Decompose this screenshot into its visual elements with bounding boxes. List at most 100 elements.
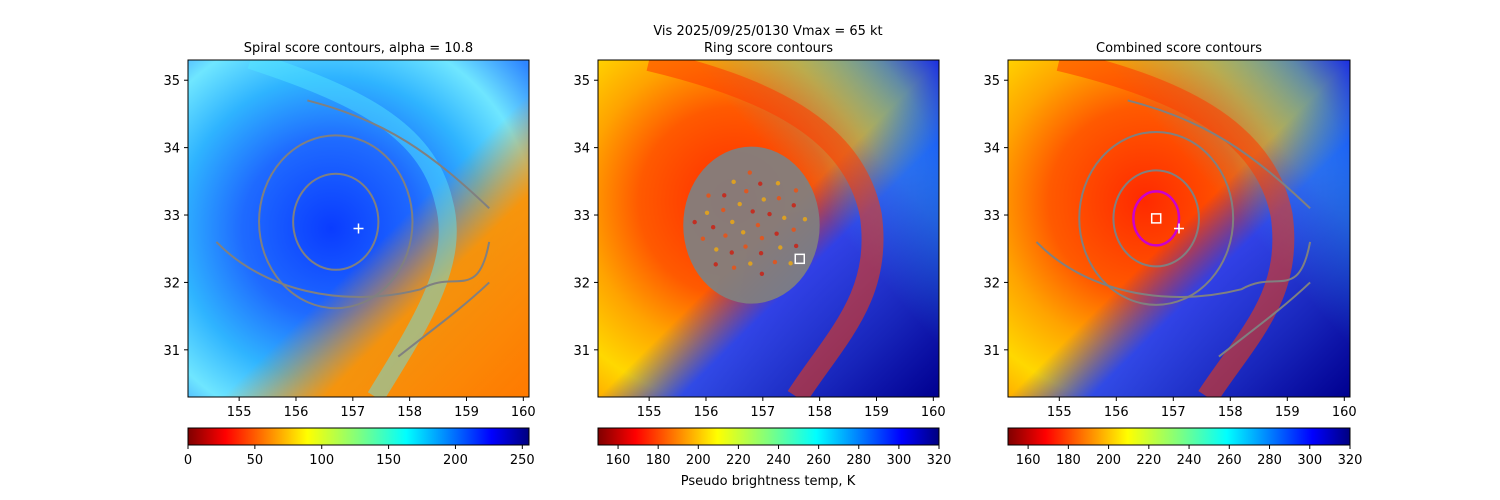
ring-speckle xyxy=(774,231,779,236)
ring-speckle xyxy=(759,235,765,241)
ring-circle xyxy=(1132,190,1181,247)
cloud-band xyxy=(646,60,884,397)
ring-score-region xyxy=(683,146,820,304)
x-tick-label: 157 xyxy=(750,405,775,420)
ring-speckle xyxy=(775,181,781,186)
score-contour-arm xyxy=(397,281,490,358)
y-tick-label: 33 xyxy=(573,209,590,224)
y-tick-label: 31 xyxy=(983,344,1000,359)
colorbar-tick-label: 250 xyxy=(510,453,535,468)
panel-1: Spiral score contours, alpha = 10.8 155 15… xyxy=(163,41,535,468)
panel-title: Spiral score contours, alpha = 10.8 xyxy=(244,41,473,56)
satellite-image xyxy=(598,60,939,397)
ring-speckle xyxy=(761,197,766,202)
colorbar: 160 180 200 220 240 260 280 300 320 xyxy=(1007,427,1363,468)
colorbar-tick-label: 280 xyxy=(1257,453,1282,468)
score-contour-arm xyxy=(215,241,491,298)
x-tick-label: 155 xyxy=(1047,405,1072,420)
ring-speckle xyxy=(743,244,748,249)
colorbar-tick-label: 180 xyxy=(1056,453,1081,468)
cloud-band xyxy=(1056,60,1295,397)
ring-speckle xyxy=(758,181,763,186)
x-tick-label: 160 xyxy=(511,405,536,420)
colorbar-tick-label: 200 xyxy=(686,453,711,468)
y-tick-label: 32 xyxy=(983,276,1000,291)
score-contour-arm xyxy=(1035,241,1312,298)
score-contour xyxy=(1078,130,1235,306)
ring-speckle xyxy=(778,245,783,250)
ring-speckle xyxy=(730,219,735,225)
panel-title: Combined score contours xyxy=(1096,41,1262,56)
ring-speckle xyxy=(700,236,706,241)
colorbar-tick-label: 320 xyxy=(1338,453,1363,468)
satellite-image xyxy=(1008,60,1350,397)
y-tick-label: 34 xyxy=(573,142,590,157)
ring-speckle xyxy=(782,215,787,221)
score-contour-arm xyxy=(1218,281,1311,358)
x-tick-label: 158 xyxy=(1218,405,1243,420)
x-tick-label: 158 xyxy=(397,405,422,420)
ring-speckle xyxy=(767,211,772,217)
ring-speckle xyxy=(747,170,753,175)
x-tick-label: 155 xyxy=(227,405,252,420)
x-tick-label: 155 xyxy=(637,405,662,420)
colorbar-tick-label: 200 xyxy=(1096,453,1121,468)
ring-speckle xyxy=(740,230,746,235)
score-contour-arm xyxy=(1127,99,1311,210)
figure-suptitle: Vis 2025/09/25/0130 Vmax = 65 kt xyxy=(653,24,882,39)
y-tick-label: 32 xyxy=(163,276,180,291)
axes-frame xyxy=(1007,59,1351,398)
y-tick-label: 35 xyxy=(163,74,180,89)
colorbar-tick-label: 0 xyxy=(184,453,192,468)
colorbar-tick-label: 150 xyxy=(376,453,401,468)
x-tick-label: 159 xyxy=(1275,405,1300,420)
score-contour xyxy=(292,172,380,271)
ring-speckle xyxy=(713,262,718,267)
colorbar-tick-label: 160 xyxy=(1016,453,1041,468)
colorbar-tick-label: 50 xyxy=(247,453,264,468)
colorbar-gradient xyxy=(597,427,940,446)
ring-speckle xyxy=(772,259,778,265)
x-tick-label: 159 xyxy=(454,405,479,420)
ring-speckle xyxy=(704,210,710,215)
colorbar-label: Pseudo brightness temp, K xyxy=(681,474,856,489)
y-tick-label: 32 xyxy=(573,276,590,291)
ring-speckle xyxy=(748,261,753,266)
colorbar: 160 180 200 220 240 260 280 300 320 xyxy=(597,427,952,468)
colorbar-tick-label: 160 xyxy=(606,453,631,468)
colorbar-tick-label: 220 xyxy=(726,453,751,468)
ring-speckle xyxy=(729,250,734,255)
x-tick-label: 156 xyxy=(694,405,719,420)
ring-speckle xyxy=(755,222,761,228)
y-tick-label: 34 xyxy=(163,142,180,157)
y-tick-label: 33 xyxy=(163,209,180,224)
score-contour xyxy=(258,134,414,310)
x-tick-label: 156 xyxy=(284,405,309,420)
score-contour xyxy=(1112,169,1200,268)
ring-speckle xyxy=(744,188,749,194)
ring-speckle xyxy=(758,251,764,256)
colorbar-tick-label: 240 xyxy=(1177,453,1202,468)
colorbar: 0 50 100 150 200 250 xyxy=(184,427,535,468)
colorbar-tick-label: 260 xyxy=(806,453,831,468)
ring-speckle xyxy=(788,261,793,266)
colorbar-tick-label: 200 xyxy=(443,453,468,468)
ring-speckle xyxy=(731,265,737,270)
ring-speckle xyxy=(714,247,719,252)
panel-3: Combined score contours 155 156 157 158 159 16… xyxy=(983,41,1362,468)
cloud-band xyxy=(247,60,457,397)
colorbar-gradient xyxy=(1007,427,1351,446)
ring-speckle xyxy=(791,203,796,208)
panel-title: Ring score contours xyxy=(704,41,833,56)
colorbar-gradient xyxy=(187,427,530,446)
ring-speckle xyxy=(793,188,799,193)
colorbar-tick-label: 300 xyxy=(886,453,911,468)
ring-speckle xyxy=(721,207,726,213)
score-contour-arm xyxy=(307,99,490,210)
x-tick-label: 159 xyxy=(864,405,889,420)
colorbar-tick-label: 240 xyxy=(766,453,791,468)
colorbar-tick-label: 320 xyxy=(927,453,952,468)
x-tick-label: 160 xyxy=(921,405,946,420)
colorbar-tick-label: 280 xyxy=(846,453,871,468)
